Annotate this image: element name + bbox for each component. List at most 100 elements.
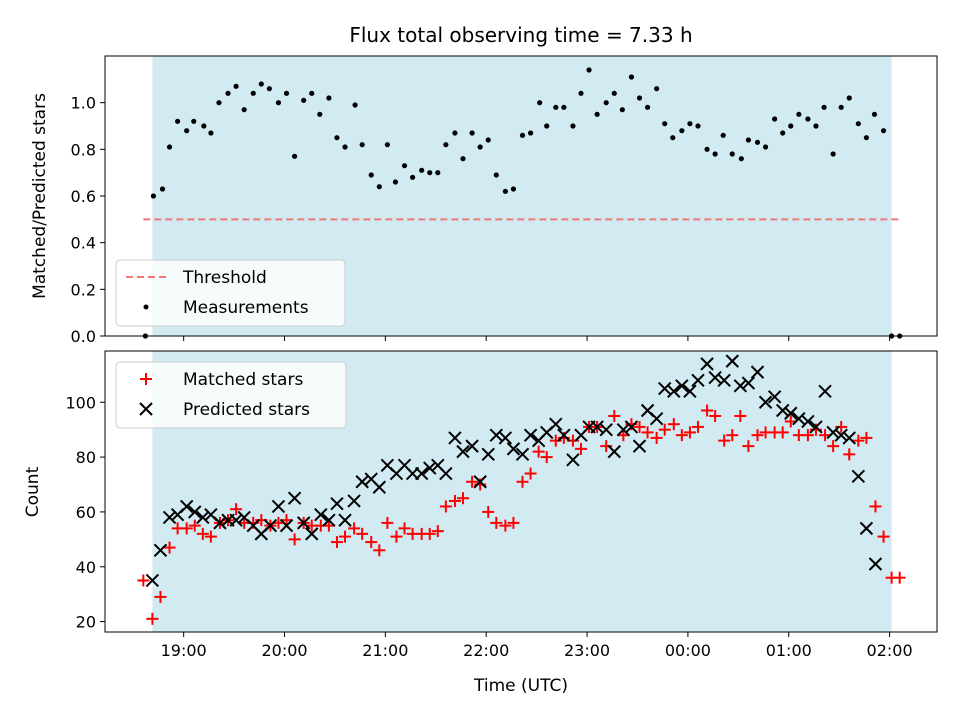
measurement-point xyxy=(679,128,685,134)
measurement-point xyxy=(301,97,307,103)
predicted-star-point xyxy=(515,447,530,462)
matched-star-point xyxy=(701,404,714,417)
predicted-star-point xyxy=(683,384,697,399)
bottom-y-tick-label: 80 xyxy=(76,448,96,467)
top-y-tick-label: 0.4 xyxy=(71,234,96,253)
matched-star-point xyxy=(877,530,890,543)
predicted-star-point xyxy=(834,428,848,442)
measurement-point xyxy=(266,86,272,92)
predicted-star-point xyxy=(498,431,513,445)
matched-star-point xyxy=(641,426,654,439)
bottom-y-tick-label: 60 xyxy=(76,503,96,522)
measurement-point xyxy=(225,90,231,96)
predicted-star-point xyxy=(675,379,689,393)
predicted-star-point xyxy=(489,428,503,442)
predicted-star-point xyxy=(279,518,294,533)
x-tick-label: 01:00 xyxy=(766,641,812,660)
predicted-star-point xyxy=(271,499,286,514)
predicted-star-point xyxy=(179,499,194,514)
predicted-star-point xyxy=(414,466,429,481)
top-panel: 0.0 0.2 0.4 0.6 0.8 1.0 Matched/Predicted sta… xyxy=(30,55,938,346)
measurement-point xyxy=(846,95,852,101)
measurement-point xyxy=(519,132,526,138)
measurement-point xyxy=(594,111,600,117)
measurement-point xyxy=(250,90,256,96)
measurement-point xyxy=(427,170,433,176)
measurement-point xyxy=(359,142,365,148)
predicted-star-point xyxy=(456,444,470,459)
predicted-star-point xyxy=(188,505,202,519)
measurement-point xyxy=(805,116,811,122)
matched-star-point xyxy=(339,530,352,543)
measurement-point xyxy=(871,111,878,117)
predicted-star-point xyxy=(624,420,639,434)
matched-star-point xyxy=(650,431,663,444)
matched-star-point xyxy=(398,522,411,535)
matched-star-point xyxy=(507,516,520,529)
matched-star-point xyxy=(373,544,386,557)
matched-star-point xyxy=(658,423,671,436)
predicted-star-point xyxy=(439,466,453,481)
matched-star-point xyxy=(843,448,856,461)
matched-star-point xyxy=(633,420,646,433)
measurement-point xyxy=(670,135,676,141)
matched-star-point xyxy=(726,429,739,442)
matched-star-point xyxy=(180,522,193,535)
matched-star-point xyxy=(869,500,882,513)
predicted-star-point xyxy=(314,507,328,522)
measurement-point xyxy=(578,90,584,96)
predicted-star-point xyxy=(792,412,806,426)
measurement-point xyxy=(561,104,567,110)
matched-star-point xyxy=(709,409,722,422)
top-y-axis-label: Matched/Predicted stars xyxy=(30,93,50,299)
matched-star-point xyxy=(608,409,621,422)
matched-star-point xyxy=(280,514,293,527)
predicted-star-point xyxy=(473,475,487,489)
matched-star-point xyxy=(230,503,243,516)
measurement-point xyxy=(175,118,181,124)
chart-title: Flux total observing time = 7.33 h xyxy=(349,23,692,47)
predicted-star-point xyxy=(868,557,883,571)
predicted-star-point xyxy=(741,376,756,390)
measurement-point xyxy=(376,184,382,190)
measurement-point xyxy=(469,130,475,136)
matched-star-point xyxy=(196,527,209,540)
matched-star-point xyxy=(154,590,167,603)
measurement-point xyxy=(838,104,844,110)
predicted-star-point xyxy=(733,379,748,393)
bottom-y-tick-label: 20 xyxy=(76,613,96,632)
measurement-point xyxy=(687,121,693,127)
matched-star-point xyxy=(457,492,470,505)
measurement-point xyxy=(352,102,358,108)
x-tick-label: 20:00 xyxy=(261,641,307,660)
predicted-star-point xyxy=(549,417,563,431)
matched-star-point xyxy=(540,451,553,464)
measurement-point xyxy=(443,142,449,148)
bottom-legend: Matched stars Predicted stars xyxy=(115,361,347,429)
predicted-star-point xyxy=(448,431,462,445)
predicted-star-point xyxy=(322,513,336,527)
threshold-legend-label: Threshold xyxy=(182,268,267,288)
measurement-point xyxy=(342,144,348,150)
predicted-star-point xyxy=(859,521,874,536)
predicted-star-point xyxy=(153,543,168,558)
predicted-star-point xyxy=(287,491,302,505)
matched-star-point xyxy=(667,418,680,431)
predicted-star-point xyxy=(649,412,664,426)
top-y-tick-label: 0.2 xyxy=(71,280,96,299)
measurement-point xyxy=(796,111,802,117)
predicted-star-point xyxy=(725,354,739,368)
matched-star-point xyxy=(390,530,403,543)
x-tick-label: 19:00 xyxy=(161,641,207,660)
matched-star-point xyxy=(423,527,436,540)
matched-star-point xyxy=(827,440,840,453)
matched-star-point xyxy=(448,494,461,507)
predicted-star-point xyxy=(750,365,765,379)
predicted-star-point xyxy=(842,431,856,445)
measurement-point xyxy=(409,174,416,180)
matched-star-point xyxy=(482,505,495,518)
bottom-axes-frame xyxy=(104,350,938,633)
measurement-point xyxy=(553,104,559,110)
matched-star-point xyxy=(675,429,688,442)
predicted-star-point xyxy=(347,494,361,508)
